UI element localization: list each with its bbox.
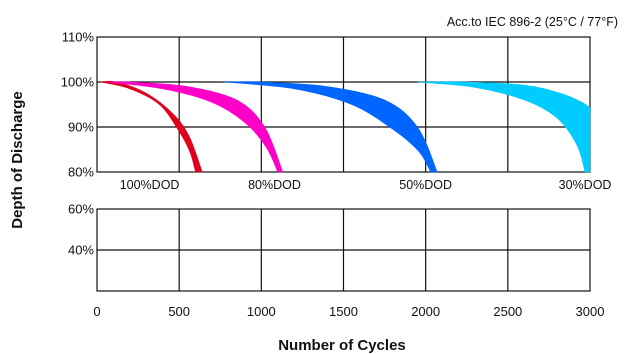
- lower-y-tick-label: 40%: [68, 243, 94, 258]
- series-band-30pctdod: [417, 81, 591, 173]
- x-axis-title: Number of Cycles: [278, 337, 406, 354]
- y-axis-title: Depth of Discharge: [9, 91, 26, 229]
- series-label: 100%DOD: [120, 178, 180, 192]
- x-tick-label: 500: [168, 304, 190, 319]
- upper-panel: 80% 90% 100% 110%: [61, 30, 591, 180]
- series-band-50pctdod: [223, 81, 438, 173]
- x-tick-label: 1500: [329, 304, 358, 319]
- series-annotations: 100%DOD 80%DOD 50%DOD 30%DOD: [120, 178, 612, 192]
- lower-panel: 40% 60%: [68, 202, 591, 292]
- upper-y-tick-label: 80%: [68, 165, 94, 180]
- upper-y-tick-label: 100%: [61, 75, 95, 90]
- series-label: 30%DOD: [559, 178, 612, 192]
- x-tick-label: 2500: [493, 304, 522, 319]
- series-label: 50%DOD: [399, 178, 452, 192]
- series-band-100pctdod: [100, 80, 203, 173]
- series-label: 80%DOD: [248, 178, 301, 192]
- chart-title: Acc.to IEC 896-2 (25°C / 77°F): [447, 15, 618, 29]
- series-band-80pctdod: [106, 81, 284, 173]
- lower-y-tick-label: 60%: [68, 202, 94, 217]
- upper-y-tick-label: 90%: [68, 120, 94, 135]
- x-tick-label: 0: [93, 304, 100, 319]
- series-layer: [100, 80, 591, 173]
- x-tick-label: 2000: [411, 304, 440, 319]
- x-axis-ticks: 0 500 1000 1500 2000 2500 3000: [93, 304, 604, 319]
- upper-y-tick-label: 110%: [62, 30, 95, 45]
- x-tick-label: 1000: [247, 304, 276, 319]
- x-tick-label: 3000: [576, 304, 605, 319]
